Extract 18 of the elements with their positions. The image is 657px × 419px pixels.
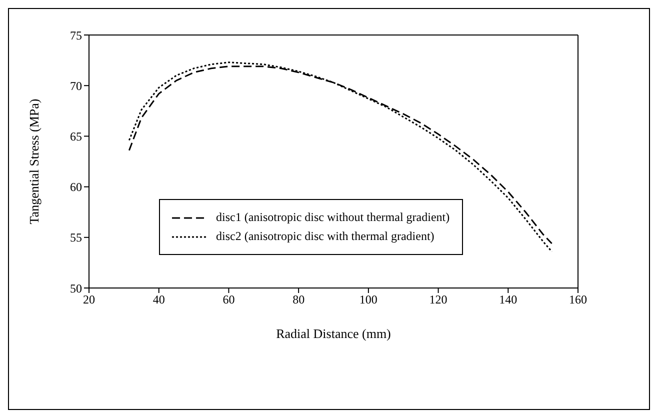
- x-tick-label: 20: [83, 292, 95, 307]
- y-tick-label: 70: [70, 78, 82, 93]
- x-tick-label: 120: [429, 292, 448, 307]
- y-tick-label: 50: [70, 281, 82, 296]
- legend-label: disc2 (anisotropic disc with thermal gradient): [216, 229, 434, 244]
- x-tick-label: 40: [152, 292, 165, 307]
- legend-label: disc1 (anisotropic disc without thermal gradient): [216, 210, 450, 225]
- x-tick-label: 100: [359, 292, 378, 307]
- x-tick-label: 140: [499, 292, 518, 307]
- y-tick-label: 65: [70, 129, 82, 144]
- y-tick-label: 60: [70, 180, 82, 194]
- y-axis-title: Tangential Stress (MPa): [26, 98, 42, 224]
- x-tick-label: 160: [569, 292, 587, 307]
- y-tick-label: 55: [70, 230, 82, 245]
- y-tick-label: 75: [70, 28, 82, 42]
- x-tick-label: 60: [222, 292, 235, 307]
- x-axis-title: Radial Distance (mm): [276, 326, 391, 341]
- x-tick-label: 80: [292, 292, 305, 307]
